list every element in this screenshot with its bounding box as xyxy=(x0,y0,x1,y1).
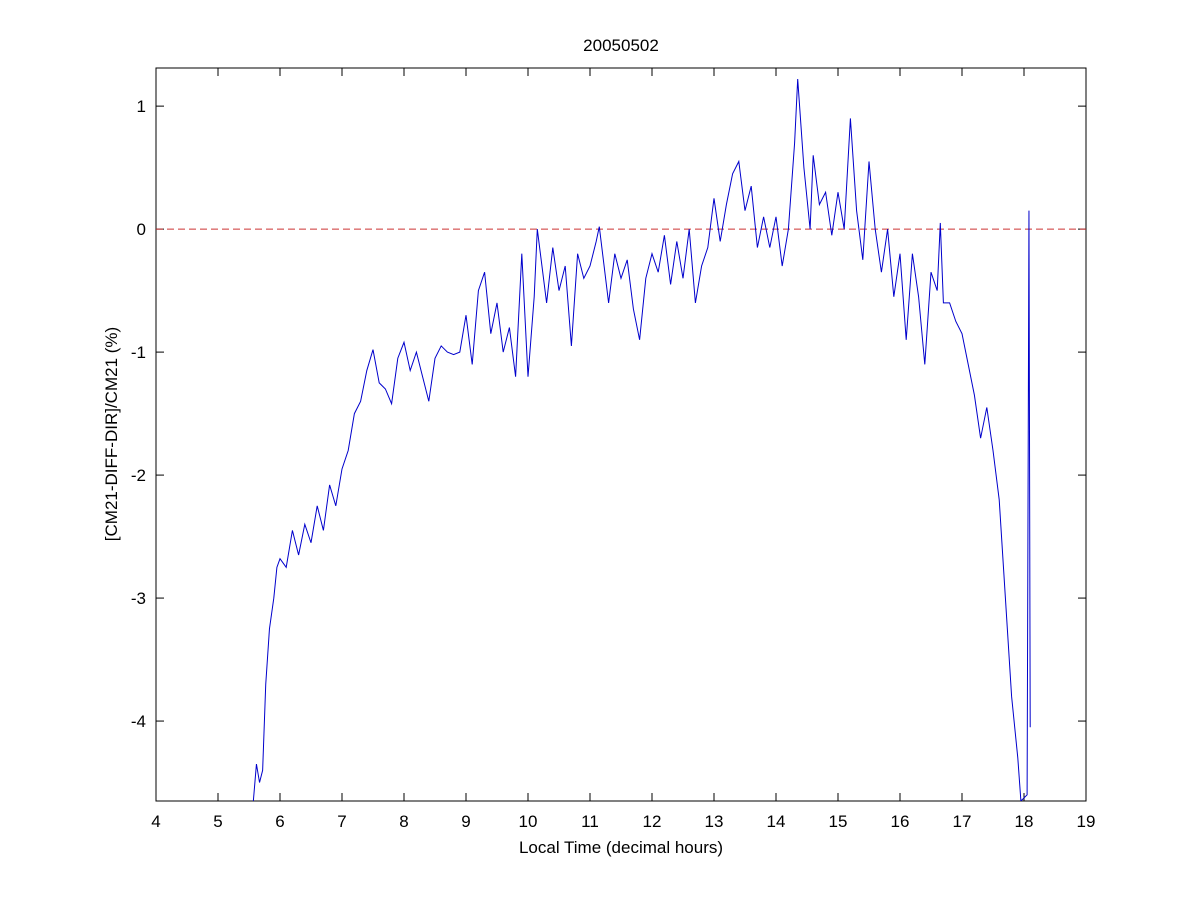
data-line xyxy=(252,79,1031,801)
y-tick-label: -2 xyxy=(131,466,146,485)
x-axis-label: Local Time (decimal hours) xyxy=(519,838,723,857)
x-tick-label: 13 xyxy=(705,812,724,831)
y-tick-label: -1 xyxy=(131,343,146,362)
x-tick-label: 17 xyxy=(953,812,972,831)
plot-layer xyxy=(156,79,1086,801)
x-tick-label: 12 xyxy=(643,812,662,831)
y-tick-label: -3 xyxy=(131,589,146,608)
x-tick-label: 10 xyxy=(519,812,538,831)
y-tick-label: 0 xyxy=(137,220,146,239)
x-tick-label: 15 xyxy=(829,812,848,831)
x-tick-label: 18 xyxy=(1015,812,1034,831)
y-tick-label: 1 xyxy=(137,97,146,116)
x-tick-label: 16 xyxy=(891,812,910,831)
y-axis-label: [CM21-DIFF-DIR]/CM21 (%) xyxy=(102,327,121,541)
x-tick-label: 14 xyxy=(767,812,786,831)
y-tick-label: -4 xyxy=(131,712,146,731)
x-tick-label: 7 xyxy=(337,812,346,831)
x-tick-label: 4 xyxy=(151,812,160,831)
x-tick-label: 19 xyxy=(1077,812,1096,831)
x-tick-label: 8 xyxy=(399,812,408,831)
chart-title: 20050502 xyxy=(583,36,659,55)
x-tick-label: 6 xyxy=(275,812,284,831)
x-tick-label: 9 xyxy=(461,812,470,831)
plot-area xyxy=(155,67,1087,802)
x-tick-label: 5 xyxy=(213,812,222,831)
x-tick-label: 11 xyxy=(581,812,599,831)
